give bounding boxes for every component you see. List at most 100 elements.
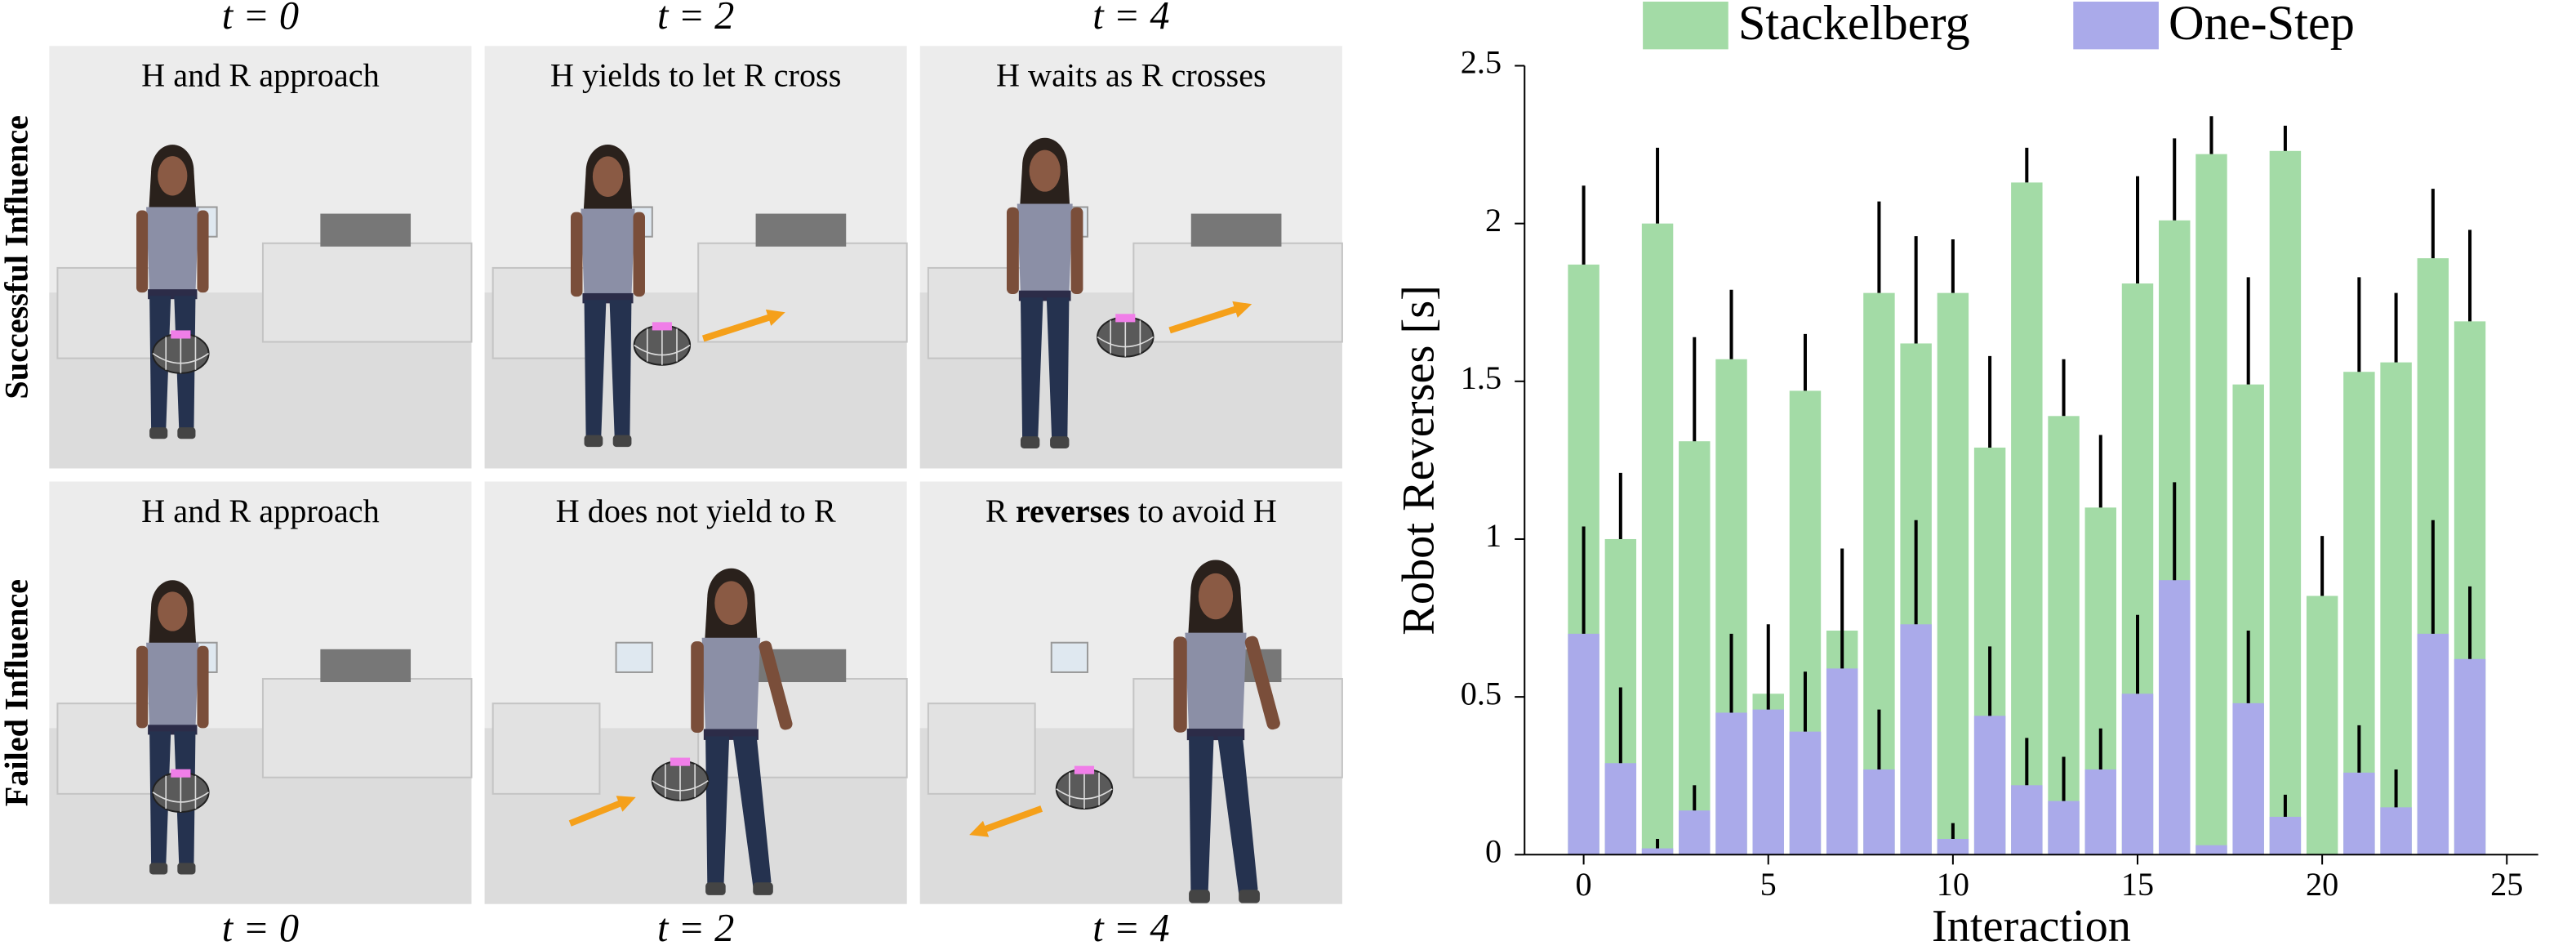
caption-part: H and R approach xyxy=(141,57,380,94)
arm xyxy=(1173,636,1187,733)
x-tick-label: 25 xyxy=(2490,866,2523,903)
shoe xyxy=(705,882,726,895)
leg xyxy=(1020,297,1043,440)
x-tick-label: 5 xyxy=(1760,866,1777,903)
photo-panel: H yields to let R cross xyxy=(484,46,908,469)
caption-part: to avoid H xyxy=(1130,493,1277,529)
legend-swatch xyxy=(1643,2,1728,50)
leg xyxy=(584,300,607,439)
panel-caption: H and R approach xyxy=(141,493,380,529)
face xyxy=(714,581,748,626)
cabinet xyxy=(56,702,166,795)
bar xyxy=(1641,223,1674,855)
drone-cage xyxy=(152,333,210,373)
arrow-head xyxy=(1232,301,1252,318)
caption-part: H and R approach xyxy=(141,493,380,529)
arm xyxy=(136,645,149,729)
cabinet xyxy=(492,702,601,795)
face xyxy=(1029,149,1061,192)
caption-part: H waits as R crosses xyxy=(996,57,1266,94)
x-tick-label: 0 xyxy=(1576,866,1592,903)
photo-panel: H does not yield to R xyxy=(484,481,908,904)
bar xyxy=(1641,848,1674,855)
leg xyxy=(1217,736,1258,894)
arm xyxy=(759,640,793,730)
face xyxy=(592,156,624,198)
cabinet xyxy=(927,702,1036,795)
bar xyxy=(1789,731,1822,855)
bar xyxy=(2196,154,2227,855)
bar xyxy=(1826,668,1858,855)
shoe xyxy=(177,427,196,439)
time-label: t = 4 xyxy=(1092,0,1169,38)
cabinet xyxy=(261,677,473,778)
drone-cage xyxy=(152,772,210,812)
cabinet xyxy=(492,266,601,359)
cabinet xyxy=(261,242,473,343)
caption-part: H yields to let R cross xyxy=(550,57,841,94)
torso xyxy=(1185,632,1247,733)
shoe xyxy=(1020,436,1040,448)
chart: 0 0.5 1 1.5 2 2.5 0 5 10 15 20 25 Interaction Robot R… xyxy=(1393,0,2538,950)
bar xyxy=(1900,624,1932,855)
arrow-shaft xyxy=(982,805,1043,833)
shoe xyxy=(1050,436,1070,448)
photo-panel: H waits as R crosses xyxy=(919,46,1343,469)
photo-panel: H and R approach xyxy=(49,481,473,904)
bar xyxy=(1604,763,1637,855)
y-tick-label: 1.5 xyxy=(1461,359,1502,396)
x-axis-label: Interaction xyxy=(1932,901,2131,950)
bar xyxy=(1937,838,1969,855)
arm xyxy=(1070,207,1083,294)
bar xyxy=(2048,801,2080,855)
shoe xyxy=(753,882,773,895)
bar xyxy=(2011,785,2043,855)
drone-cage xyxy=(634,325,691,365)
drone-marker xyxy=(171,769,191,778)
face xyxy=(1198,573,1234,620)
machine xyxy=(320,213,412,247)
shoe xyxy=(612,435,632,448)
bar xyxy=(1973,716,2006,855)
bar xyxy=(1752,709,1784,855)
caption-part: reverses xyxy=(1016,493,1130,529)
machine xyxy=(755,213,847,247)
bar xyxy=(1568,633,1599,855)
y-tick-label: 2 xyxy=(1485,202,1502,239)
legend-swatch xyxy=(2073,2,2159,50)
drone-cage xyxy=(1097,317,1154,357)
bar xyxy=(1715,712,1747,855)
torso xyxy=(701,637,761,733)
bar xyxy=(1679,810,1711,855)
shoe xyxy=(149,427,168,439)
leg xyxy=(705,736,730,886)
caption-part: H does not yield to R xyxy=(556,493,836,529)
y-axis-label: Robot Reverses [s] xyxy=(1393,285,1444,636)
bar xyxy=(2343,772,2375,855)
panel-caption: R reverses to avoid H xyxy=(985,493,1277,529)
face xyxy=(158,591,188,631)
bar xyxy=(2269,150,2302,855)
bar xyxy=(2269,816,2302,855)
bar xyxy=(2121,694,2154,855)
arm xyxy=(633,212,645,297)
drone-marker xyxy=(171,330,191,339)
arm xyxy=(1006,207,1019,294)
arm xyxy=(691,641,704,733)
cabinet xyxy=(1132,242,1343,343)
panel-caption: H does not yield to R xyxy=(556,493,836,529)
monitor xyxy=(615,641,653,673)
y-tick-label: 0 xyxy=(1485,833,1502,870)
arrow-head xyxy=(969,820,990,837)
time-label: t = 0 xyxy=(222,907,299,950)
torso xyxy=(146,207,199,293)
panel-caption: H yields to let R cross xyxy=(550,57,841,94)
arrow-shaft xyxy=(1168,306,1239,334)
torso xyxy=(146,642,199,729)
legend-label: One-Step xyxy=(2169,0,2355,51)
bar xyxy=(2417,633,2449,855)
y-tick-label: 0.5 xyxy=(1461,675,1502,711)
machine xyxy=(320,649,412,683)
photo-panel: R reverses to avoid H xyxy=(919,481,1343,904)
drone-marker xyxy=(670,757,691,766)
